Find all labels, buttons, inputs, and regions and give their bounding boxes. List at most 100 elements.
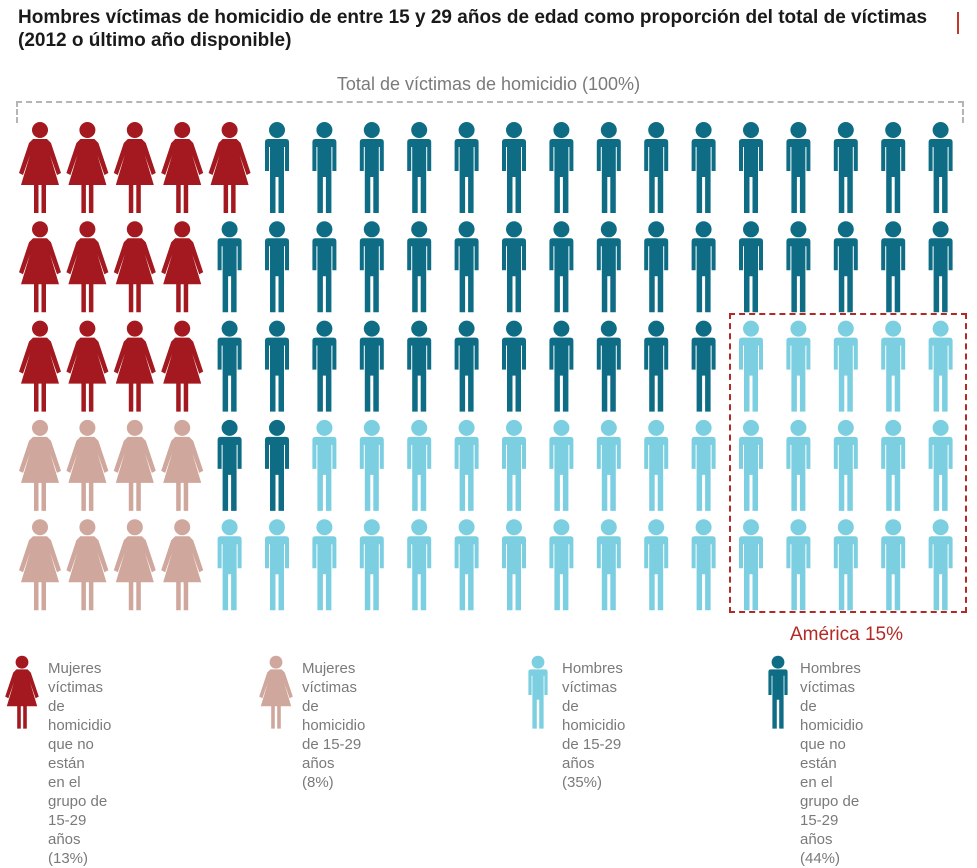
male-figure-icon-men-not-15-29 <box>833 221 858 313</box>
female-figure-icon-women-15-29 <box>161 519 204 611</box>
female-figure-icon-women-15-29 <box>19 419 61 511</box>
title-accent-bar <box>957 12 959 34</box>
male-figure-icon-men-15-29 <box>833 419 858 511</box>
male-figure-icon-men-15-29 <box>312 519 337 611</box>
female-figure-icon-women-not-15-29 <box>161 320 204 412</box>
male-figure-icon-men-15-29 <box>833 320 858 412</box>
male-figure-icon-men-not-15-29 <box>786 221 811 313</box>
female-figure-icon-women-not-15-29 <box>66 320 109 412</box>
female-figure-icon-women-not-15-29 <box>19 221 61 313</box>
male-figure-icon-men-not-15-29 <box>265 221 289 313</box>
male-figure-icon-men-not-15-29 <box>359 122 384 213</box>
male-figure-icon-men-15-29 <box>691 519 716 611</box>
male-figure-icon-men-not-15-29 <box>407 122 432 213</box>
male-figure-icon-men-not-15-29 <box>739 122 763 213</box>
male-figure-icon-men-15-29 <box>359 519 384 611</box>
male-figure-icon-men-not-15-29 <box>881 221 906 313</box>
male-figure-icon-men-not-15-29 <box>691 320 716 412</box>
legend-label: Hombres víctimas de homicidio de 15-29 a… <box>562 660 626 791</box>
male-figure-icon-men-not-15-29 <box>312 122 337 213</box>
male-figure-icon-men-not-15-29 <box>691 221 716 313</box>
male-figure-icon-men-not-15-29 <box>407 320 432 412</box>
male-figure-icon-men-not-15-29 <box>596 320 621 412</box>
total-victims-label: Total de víctimas de homicidio (100%) <box>336 74 641 94</box>
male-figure-icon-men-15-29 <box>502 419 526 511</box>
male-figure-icon-men-not-15-29 <box>454 122 479 213</box>
male-figure-icon-men-not-15-29 <box>454 320 479 412</box>
male-figure-icon-men-not-15-29 <box>549 122 574 213</box>
female-figure-icon-women-not-15-29 <box>19 122 61 213</box>
male-figure-icon-men-not-15-29 <box>359 221 384 313</box>
male-figure-icon-men-15-29 <box>786 519 811 611</box>
male-figure-icon-men-not-15-29 <box>739 221 763 313</box>
male-figure-icon-men-not-15-29 <box>265 419 289 511</box>
female-figure-icon-women-15-29 <box>161 419 204 511</box>
male-figure-icon-men-not-15-29 <box>407 221 432 313</box>
male-figure-icon-men-not-15-29 <box>691 122 716 213</box>
male-figure-icon-men-not-15-29 <box>596 122 621 213</box>
male-figure-icon-men-not-15-29 <box>454 221 479 313</box>
male-figure-icon-men-15-29 <box>549 419 574 511</box>
male-figure-icon-men-15-29 <box>359 419 384 511</box>
male-figure-icon-men-15-29 <box>407 419 432 511</box>
male-figure-icon-men-15-29 <box>549 519 574 611</box>
male-figure-icon-men-15-29 <box>928 419 953 511</box>
male-figure-icon-men-not-15-29 <box>217 320 242 412</box>
female-figure-icon-women-15-29 <box>19 519 61 611</box>
male-figure-icon-men-not-15-29 <box>265 122 289 213</box>
america-highlight-box <box>729 313 967 613</box>
male-figure-icon-men-not-15-29 <box>265 320 289 412</box>
female-figure-icon-women-not-15-29 <box>208 122 251 213</box>
male-figure-icon-men-15-29 <box>928 320 953 412</box>
female-figure-icon-women-not-15-29 <box>66 221 109 313</box>
male-figure-icon-men-not-15-29 <box>502 320 526 412</box>
chart-title: Hombres víctimas de homicidio de entre 1… <box>18 7 928 51</box>
female-figure-icon-women-15-29 <box>113 419 156 511</box>
male-figure-icon-men-not-15-29 <box>549 221 574 313</box>
male-figure-icon-men-not-15-29 <box>217 419 242 511</box>
male-figure-icon-men-15-29 <box>502 519 526 611</box>
female-figure-icon-women-not-15-29 <box>113 320 156 412</box>
female-figure-icon-women-15-29 <box>66 519 109 611</box>
male-figure-icon <box>768 655 788 729</box>
male-figure-icon-men-15-29 <box>454 419 479 511</box>
male-figure-icon-men-15-29 <box>596 419 621 511</box>
male-figure-icon-men-not-15-29 <box>786 122 811 213</box>
female-figure-icon-women-not-15-29 <box>66 122 109 213</box>
female-figure-icon-women-not-15-29 <box>113 221 156 313</box>
male-figure-icon-men-not-15-29 <box>549 320 574 412</box>
male-figure-icon-men-not-15-29 <box>312 221 337 313</box>
male-figure-icon-men-15-29 <box>407 519 432 611</box>
male-figure-icon-men-15-29 <box>691 419 716 511</box>
female-figure-icon <box>259 655 293 729</box>
female-figure-icon-women-not-15-29 <box>161 221 204 313</box>
legend-label: Hombres víctimas de homicidio que no est… <box>800 660 864 867</box>
female-figure-icon <box>5 655 39 729</box>
male-figure-icon-men-not-15-29 <box>502 221 526 313</box>
legend-label: Mujeres víctimas de homicidio de 15-29 a… <box>302 660 366 791</box>
male-figure-icon-men-not-15-29 <box>833 122 858 213</box>
male-figure-icon-men-15-29 <box>217 519 242 611</box>
female-figure-icon-women-not-15-29 <box>19 320 61 412</box>
male-figure-icon-men-15-29 <box>928 519 953 611</box>
male-figure-icon-men-not-15-29 <box>217 221 242 313</box>
male-figure-icon-men-15-29 <box>833 519 858 611</box>
legend-label: Mujeres víctimas de homicidio que no est… <box>48 660 112 867</box>
america-highlight-label: América 15% <box>790 624 903 645</box>
male-figure-icon-men-not-15-29 <box>312 320 337 412</box>
female-figure-icon-women-not-15-29 <box>161 122 204 213</box>
female-figure-icon <box>5 655 39 729</box>
total-bracket <box>16 101 964 123</box>
male-figure-icon-men-not-15-29 <box>928 221 953 313</box>
female-figure-icon-women-15-29 <box>113 519 156 611</box>
female-figure-icon-women-15-29 <box>66 419 109 511</box>
male-figure-icon-men-15-29 <box>454 519 479 611</box>
male-figure-icon-men-not-15-29 <box>596 221 621 313</box>
male-figure-icon <box>768 655 788 729</box>
male-figure-icon-men-not-15-29 <box>644 320 669 412</box>
male-figure-icon-men-not-15-29 <box>928 122 953 213</box>
male-figure-icon-men-15-29 <box>881 519 906 611</box>
male-figure-icon-men-15-29 <box>739 320 763 412</box>
male-figure-icon-men-15-29 <box>881 419 906 511</box>
male-figure-icon-men-15-29 <box>881 320 906 412</box>
